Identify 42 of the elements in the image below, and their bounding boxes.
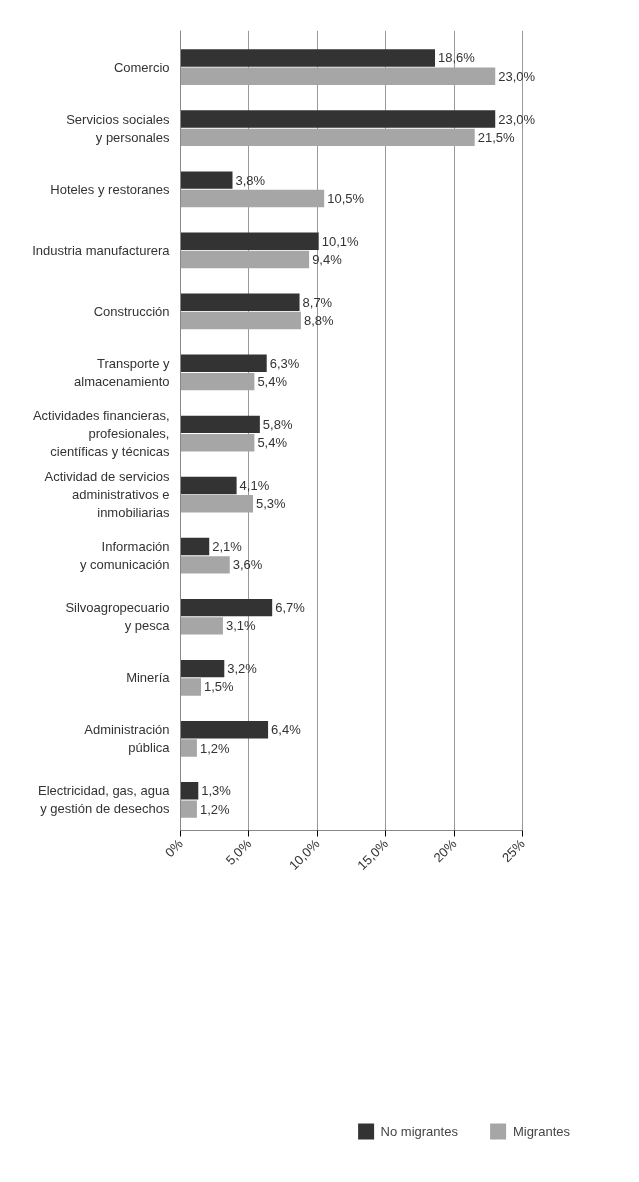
data-label: 6,7%	[275, 600, 306, 616]
y-tick-label: Actividad de servicios administrativos e inmobiliarias	[44, 469, 170, 521]
data-label: 4,1%	[239, 477, 270, 493]
x-tick-label: 0%	[161, 835, 187, 861]
y-tick-label: Servicios sociales y personales	[66, 111, 170, 145]
data-label: 5,8%	[262, 416, 293, 432]
data-label: 23,0%	[498, 68, 536, 84]
data-label: 23,0%	[498, 111, 536, 127]
y-tick-label: Minería	[126, 670, 171, 686]
legend-label: Migrantes	[512, 1123, 570, 1139]
data-label: 1,3%	[201, 783, 232, 799]
data-label: 5,4%	[257, 435, 288, 451]
y-tick-label: Construcción	[93, 303, 170, 319]
data-label: 5,4%	[257, 374, 288, 390]
y-tick-label: Administración pública	[84, 722, 171, 756]
data-label: 5,3%	[256, 496, 287, 512]
data-label: 18,6%	[438, 50, 476, 66]
data-label: 3,2%	[227, 661, 258, 677]
y-tick-label: Transporte y almacenamiento	[74, 355, 170, 389]
data-label: 2,1%	[212, 539, 243, 555]
y-tick-label: Silvoagropecuario y pesca	[65, 600, 171, 634]
data-label: 1,2%	[199, 740, 230, 756]
y-tick-label: Industria manufacturera	[32, 242, 171, 258]
y-tick-label: Información y comunicación	[79, 539, 170, 573]
y-tick-label: Electricidad, gas, agua y gestión de desechos	[37, 783, 171, 817]
y-tick-label: Comercio	[113, 59, 170, 75]
data-label: 3,8%	[235, 172, 266, 188]
data-label: 10,1%	[321, 233, 360, 249]
data-label: 6,4%	[271, 722, 302, 738]
data-label: 8,8%	[303, 313, 334, 329]
legend-label: No migrantes	[380, 1123, 458, 1139]
data-label: 10,5%	[327, 190, 365, 206]
data-label: 1,2%	[199, 801, 230, 817]
y-tick-label: Hoteles y restoranes	[50, 181, 170, 197]
data-label: 3,6%	[232, 557, 263, 573]
data-label: 9,4%	[312, 252, 343, 268]
data-label: 8,7%	[302, 294, 333, 310]
data-label: 1,5%	[204, 679, 235, 695]
data-label: 6,3%	[269, 355, 300, 371]
y-tick-label: Actividades financieras, profesionales, científicas y técnicas	[32, 408, 170, 460]
data-label: 3,1%	[225, 618, 256, 634]
data-label: 21,5%	[477, 129, 516, 145]
